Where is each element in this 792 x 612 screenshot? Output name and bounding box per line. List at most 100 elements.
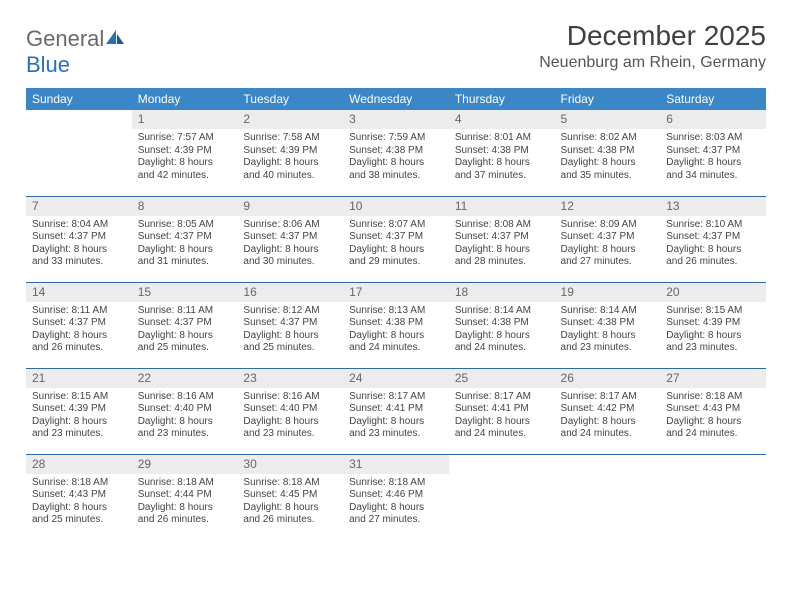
day-body: Sunrise: 8:12 AMSunset: 4:37 PMDaylight:…	[237, 302, 343, 359]
sunset-value: 4:41 PM	[492, 403, 529, 414]
daylight-line: Daylight: 8 hours and 24 minutes.	[455, 416, 549, 441]
sunrise-value: 8:17 AM	[389, 391, 426, 402]
day-number: 14	[26, 283, 132, 302]
sunrise-line: Sunrise: 8:18 AM	[138, 477, 232, 490]
day-body: Sunrise: 8:11 AMSunset: 4:37 PMDaylight:…	[132, 302, 238, 359]
sunset-value: 4:46 PM	[386, 489, 423, 500]
daylight-value: 8 hours and 25 minutes.	[32, 502, 107, 526]
day-body: Sunrise: 8:04 AMSunset: 4:37 PMDaylight:…	[26, 216, 132, 273]
day-number: 4	[449, 110, 555, 129]
sunset-line: Sunset: 4:43 PM	[666, 403, 760, 416]
sunset-value: 4:43 PM	[69, 489, 106, 500]
day-number: 10	[343, 197, 449, 216]
sunrise-line: Sunrise: 7:59 AM	[349, 132, 443, 145]
sunrise-line: Sunrise: 7:57 AM	[138, 132, 232, 145]
sunset-line: Sunset: 4:40 PM	[138, 403, 232, 416]
day-number: 24	[343, 369, 449, 388]
weekday-header: Wednesday	[343, 88, 449, 110]
sunset-line: Sunset: 4:40 PM	[243, 403, 337, 416]
calendar-cell: 8Sunrise: 8:05 AMSunset: 4:37 PMDaylight…	[132, 196, 238, 282]
daylight-line: Daylight: 8 hours and 42 minutes.	[138, 157, 232, 182]
daylight-value: 8 hours and 24 minutes.	[561, 416, 636, 440]
calendar-week: 21Sunrise: 8:15 AMSunset: 4:39 PMDayligh…	[26, 368, 766, 454]
sunset-value: 4:39 PM	[174, 145, 211, 156]
day-body: Sunrise: 8:15 AMSunset: 4:39 PMDaylight:…	[660, 302, 766, 359]
sunset-value: 4:45 PM	[280, 489, 317, 500]
sunset-line: Sunset: 4:38 PM	[455, 317, 549, 330]
day-number: 19	[555, 283, 661, 302]
calendar-cell: 12Sunrise: 8:09 AMSunset: 4:37 PMDayligh…	[555, 196, 661, 282]
page-title: December 2025	[539, 20, 766, 52]
sunrise-line: Sunrise: 8:09 AM	[561, 219, 655, 232]
day-number: 5	[555, 110, 661, 129]
daylight-value: 8 hours and 24 minutes.	[349, 330, 424, 354]
sunset-line: Sunset: 4:39 PM	[32, 403, 126, 416]
sunrise-value: 8:17 AM	[600, 391, 637, 402]
day-number: 7	[26, 197, 132, 216]
sunset-value: 4:43 PM	[703, 403, 740, 414]
sunset-value: 4:38 PM	[386, 317, 423, 328]
sunrise-line: Sunrise: 8:03 AM	[666, 132, 760, 145]
weekday-header: Friday	[555, 88, 661, 110]
day-number: 12	[555, 197, 661, 216]
calendar-cell: 10Sunrise: 8:07 AMSunset: 4:37 PMDayligh…	[343, 196, 449, 282]
calendar-cell: 21Sunrise: 8:15 AMSunset: 4:39 PMDayligh…	[26, 368, 132, 454]
daylight-line: Daylight: 8 hours and 37 minutes.	[455, 157, 549, 182]
sunset-line: Sunset: 4:37 PM	[138, 231, 232, 244]
sunset-value: 4:40 PM	[174, 403, 211, 414]
sunrise-value: 8:15 AM	[706, 305, 743, 316]
day-number: 20	[660, 283, 766, 302]
day-body: Sunrise: 8:18 AMSunset: 4:45 PMDaylight:…	[237, 474, 343, 531]
sunset-line: Sunset: 4:37 PM	[243, 317, 337, 330]
sunrise-value: 8:05 AM	[177, 219, 214, 230]
day-number: 26	[555, 369, 661, 388]
sunrise-value: 8:18 AM	[706, 391, 743, 402]
calendar-header: SundayMondayTuesdayWednesdayThursdayFrid…	[26, 88, 766, 110]
day-number: 28	[26, 455, 132, 474]
daylight-value: 8 hours and 24 minutes.	[455, 416, 530, 440]
calendar-cell: 14Sunrise: 8:11 AMSunset: 4:37 PMDayligh…	[26, 282, 132, 368]
sunset-value: 4:37 PM	[492, 231, 529, 242]
sunrise-line: Sunrise: 7:58 AM	[243, 132, 337, 145]
daylight-value: 8 hours and 26 minutes.	[243, 502, 318, 526]
sunrise-line: Sunrise: 8:05 AM	[138, 219, 232, 232]
calendar-cell: 11Sunrise: 8:08 AMSunset: 4:37 PMDayligh…	[449, 196, 555, 282]
sunrise-line: Sunrise: 8:17 AM	[349, 391, 443, 404]
calendar-cell: 27Sunrise: 8:18 AMSunset: 4:43 PMDayligh…	[660, 368, 766, 454]
daylight-value: 8 hours and 23 minutes.	[349, 416, 424, 440]
daylight-line: Daylight: 8 hours and 38 minutes.	[349, 157, 443, 182]
sunrise-line: Sunrise: 8:18 AM	[243, 477, 337, 490]
day-body: Sunrise: 7:58 AMSunset: 4:39 PMDaylight:…	[237, 129, 343, 186]
sunrise-line: Sunrise: 8:16 AM	[138, 391, 232, 404]
daylight-line: Daylight: 8 hours and 25 minutes.	[243, 330, 337, 355]
day-body: Sunrise: 8:01 AMSunset: 4:38 PMDaylight:…	[449, 129, 555, 186]
daylight-value: 8 hours and 26 minutes.	[32, 330, 107, 354]
day-number: 15	[132, 283, 238, 302]
sunset-line: Sunset: 4:41 PM	[349, 403, 443, 416]
sunset-line: Sunset: 4:37 PM	[561, 231, 655, 244]
weekday-header: Saturday	[660, 88, 766, 110]
sunset-line: Sunset: 4:37 PM	[243, 231, 337, 244]
daylight-value: 8 hours and 37 minutes.	[455, 157, 530, 181]
sunset-line: Sunset: 4:37 PM	[666, 231, 760, 244]
daylight-line: Daylight: 8 hours and 25 minutes.	[32, 502, 126, 527]
day-body: Sunrise: 8:17 AMSunset: 4:41 PMDaylight:…	[343, 388, 449, 445]
sunrise-value: 8:03 AM	[706, 132, 743, 143]
day-number: 6	[660, 110, 766, 129]
sunrise-value: 8:11 AM	[177, 305, 213, 316]
calendar-cell	[26, 110, 132, 196]
calendar-cell: 30Sunrise: 8:18 AMSunset: 4:45 PMDayligh…	[237, 454, 343, 540]
day-number: 29	[132, 455, 238, 474]
sunset-line: Sunset: 4:38 PM	[349, 145, 443, 158]
daylight-line: Daylight: 8 hours and 29 minutes.	[349, 244, 443, 269]
sunrise-value: 8:14 AM	[600, 305, 637, 316]
daylight-line: Daylight: 8 hours and 27 minutes.	[349, 502, 443, 527]
daylight-line: Daylight: 8 hours and 23 minutes.	[32, 416, 126, 441]
sunset-value: 4:37 PM	[280, 317, 317, 328]
daylight-value: 8 hours and 23 minutes.	[32, 416, 107, 440]
sunset-value: 4:40 PM	[280, 403, 317, 414]
daylight-line: Daylight: 8 hours and 25 minutes.	[138, 330, 232, 355]
daylight-value: 8 hours and 26 minutes.	[666, 244, 741, 268]
day-number: 9	[237, 197, 343, 216]
logo-text: General Blue	[26, 26, 126, 78]
